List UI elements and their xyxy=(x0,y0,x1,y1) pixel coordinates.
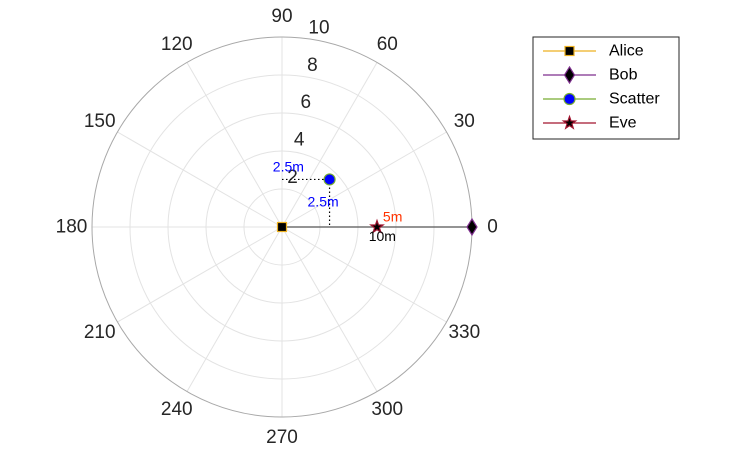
theta-tick-label: 120 xyxy=(161,34,193,55)
theta-tick-label: 180 xyxy=(56,217,88,238)
marker-bob xyxy=(467,219,477,235)
annotation-label: 5m xyxy=(383,208,402,224)
spoke-line xyxy=(282,227,447,322)
legend-marker xyxy=(565,47,574,56)
legend-label: Alice xyxy=(609,43,644,60)
theta-tick-label: 90 xyxy=(271,6,292,27)
theta-tick-label: 0 xyxy=(487,217,498,238)
theta-tick-label: 270 xyxy=(266,427,298,448)
annotation-label: 2.5m xyxy=(273,159,304,175)
legend-label: Eve xyxy=(609,115,637,132)
marker-alice xyxy=(278,223,287,232)
r-tick-label: 10 xyxy=(308,17,329,38)
theta-tick-label: 300 xyxy=(371,399,403,420)
annotations: 2.5m 2.5m 5m 10m xyxy=(273,159,403,244)
legend-box xyxy=(533,37,679,139)
annotation-label: 10m xyxy=(369,228,396,244)
legend-label: Scatter xyxy=(609,91,660,108)
r-tick-label: 8 xyxy=(307,55,318,76)
theta-tick-label: 60 xyxy=(377,34,398,55)
spoke-line xyxy=(187,62,282,227)
legend-label: Bob xyxy=(609,67,638,84)
annotation-label: 2.5m xyxy=(308,193,339,209)
spoke-line xyxy=(282,227,377,392)
theta-tick-label: 210 xyxy=(84,322,116,343)
theta-tick-label: 330 xyxy=(448,322,480,343)
spoke-line xyxy=(117,227,282,322)
marker-scatter xyxy=(324,174,335,185)
theta-tick-label: 150 xyxy=(84,111,116,132)
r-tick-label: 6 xyxy=(301,92,312,113)
legend-marker xyxy=(564,94,575,105)
legend: Alice Bob Scatter Eve xyxy=(533,37,679,139)
spoke-line xyxy=(187,227,282,392)
r-tick-label: 4 xyxy=(294,130,305,151)
spoke-line xyxy=(117,132,282,227)
theta-tick-label: 240 xyxy=(161,399,193,420)
theta-tick-label: 30 xyxy=(454,111,475,132)
